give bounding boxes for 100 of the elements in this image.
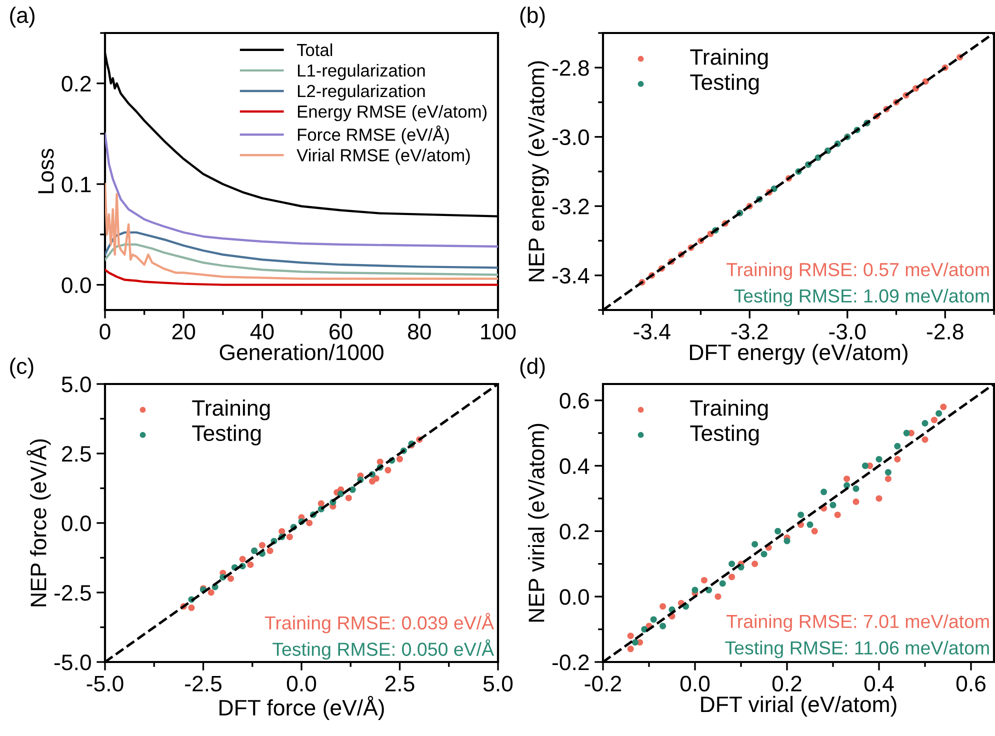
point (876, 456, 882, 462)
annotation: Testing RMSE: 11.06 meV/atom (725, 640, 989, 658)
point (830, 502, 836, 508)
legend-label: Testing (192, 424, 261, 446)
x-tick-label: 20 (172, 324, 196, 340)
x-tick-label: 0.2 (772, 676, 802, 692)
point (714, 593, 722, 600)
point (903, 430, 910, 436)
legend-label: Testing (690, 74, 759, 94)
y-tick-label: 0.0 (62, 277, 91, 294)
x-tick-label: 0.4 (864, 676, 894, 692)
chart-title: (b) (520, 6, 545, 28)
annotation: Training RMSE: 7.01 meV/atom (726, 614, 989, 632)
point (844, 476, 850, 482)
point (884, 469, 892, 476)
point (852, 498, 860, 505)
line-series (105, 182, 498, 280)
x-tick-label: 80 (408, 324, 431, 340)
legend-label: Energy RMSE (eV/atom) (298, 104, 487, 122)
point (728, 574, 736, 580)
point (806, 521, 814, 528)
point (650, 616, 657, 623)
y-tick-label: -2.5 (54, 585, 91, 601)
annotation: Training RMSE: 0.039 eV/Å (264, 612, 494, 634)
point (820, 488, 828, 496)
x-tick-label: -3.4 (634, 324, 670, 340)
legend-label: Force RMSE (eV/Å) (298, 126, 449, 144)
x-tick-label: -3.2 (731, 324, 768, 340)
chart-title: (d) (520, 358, 545, 378)
point (894, 442, 901, 450)
point (188, 604, 195, 612)
x-tick-label: -0.2 (584, 676, 622, 692)
x-axis-title: Generation/1000 (220, 344, 384, 360)
y-tick-label: 5.0 (62, 376, 91, 392)
point (862, 462, 868, 470)
annotation: Testing RMSE: 1.09 meV/atom (734, 288, 989, 306)
annotation: Testing RMSE: 0.050 eV/Å (272, 639, 494, 660)
y-axis-title: NEP force (eV/Å) (26, 439, 51, 606)
point (719, 580, 726, 587)
point (922, 420, 928, 427)
point (811, 528, 818, 534)
legend-label: Training (690, 400, 768, 420)
point (930, 416, 938, 424)
point (752, 560, 758, 568)
point (660, 603, 666, 610)
legend-label: Virial RMSE (eV/atom) (296, 148, 470, 165)
point (396, 456, 404, 462)
y-tick-label: -5.0 (54, 654, 91, 670)
point (798, 512, 804, 518)
y-tick-label: -3.0 (552, 129, 589, 146)
y-tick-label: 0.2 (62, 76, 91, 92)
point (318, 500, 324, 507)
x-tick-label: 100 (481, 324, 516, 340)
point (728, 560, 736, 568)
point (345, 494, 352, 502)
y-tick-label: 0.2 (560, 524, 589, 540)
y-tick-label: 0.0 (62, 516, 91, 532)
legend-label: L2-regularization (298, 84, 425, 101)
legend-label: Training (690, 48, 768, 70)
line-series (105, 231, 498, 269)
point (752, 541, 758, 548)
y-tick-label: 0.6 (560, 392, 589, 409)
x-tick-label: 0 (100, 324, 110, 340)
point (627, 646, 634, 652)
x-tick-label: -2.5 (185, 676, 222, 692)
y-tick-label: 2.5 (62, 446, 91, 462)
point (700, 576, 708, 584)
point (278, 528, 286, 535)
y-tick-label: -0.2 (552, 654, 589, 670)
legend-label: L1-regularization (298, 64, 425, 80)
x-tick-label: 60 (330, 324, 352, 340)
x-tick-label: 2.5 (385, 676, 414, 692)
point (760, 550, 768, 558)
y-axis-title: NEP virial (eV/atom) (528, 424, 549, 622)
x-tick-label: -2.8 (926, 324, 964, 340)
x-tick-label: 5.0 (483, 676, 513, 692)
line-series (105, 243, 498, 276)
y-axis-title: Loss (38, 148, 54, 194)
x-tick-label: 0.0 (680, 676, 710, 692)
point (632, 639, 638, 646)
point (247, 561, 254, 568)
point (876, 495, 882, 502)
x-tick-label: 40 (250, 324, 274, 340)
point (266, 548, 274, 554)
x-axis-title: DFT virial (eV/atom) (701, 696, 896, 717)
y-tick-label: -3.2 (552, 198, 589, 214)
annotation: Training RMSE: 0.57 meV/atom (726, 262, 989, 280)
y-axis-title: NEP energy (eV/atom) (528, 61, 549, 282)
y-tick-label: 0.1 (62, 176, 91, 192)
y-tick-label: 0.4 (560, 458, 590, 474)
point (784, 538, 790, 544)
legend-label: Testing (690, 424, 759, 446)
y-tick-label: 0.0 (560, 589, 589, 605)
point (692, 586, 698, 594)
x-axis-title: DFT force (eV/Å) (220, 696, 384, 720)
point (660, 622, 666, 630)
point (306, 520, 313, 526)
point (372, 475, 380, 482)
x-tick-label: -5.0 (86, 676, 124, 692)
legend-label: Total (296, 43, 332, 56)
